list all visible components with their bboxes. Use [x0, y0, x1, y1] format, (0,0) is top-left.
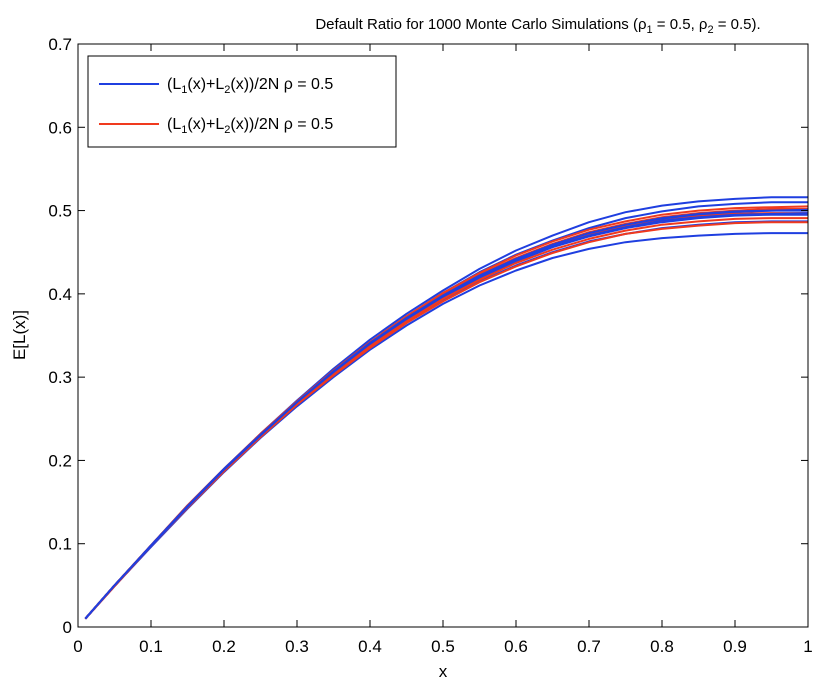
- x-tick-label: 0.5: [431, 637, 455, 656]
- x-tick-label: 0.3: [285, 637, 309, 656]
- x-tick-label: 0.7: [577, 637, 601, 656]
- y-tick-label: 0.4: [48, 285, 72, 304]
- series-line-13: [84, 208, 809, 620]
- ticks-layer: 0 0.1 0.2 0.3 0.4 0.5 0.6 0.7 0.8 0.9 1 0 0.1 0.2 0.3 0…: [48, 35, 812, 656]
- x-tick-label: 0.1: [139, 637, 163, 656]
- x-tick-label: 1: [803, 637, 812, 656]
- y-tick-label: 0.3: [48, 368, 72, 387]
- series-line-8: [84, 221, 808, 620]
- y-axis-label: E[L(x)]: [10, 310, 29, 360]
- legend-label-2: (L1(x)+L2(x))/2N ρ = 0.5: [167, 116, 333, 136]
- series-line-4: [84, 201, 808, 620]
- series-line-3: [84, 209, 808, 620]
- series-line-12: [84, 212, 809, 620]
- y-tick-label: 0.7: [48, 35, 72, 54]
- series-line-5: [84, 220, 808, 620]
- series-line-1: [84, 196, 808, 620]
- x-axis-label: x: [439, 662, 448, 681]
- y-tick-label: 0.2: [48, 451, 72, 470]
- x-tick-label: 0.8: [650, 637, 674, 656]
- x-tick-label: 0.9: [723, 637, 747, 656]
- y-tick-label: 0.1: [48, 535, 72, 554]
- series-line-6: [84, 213, 808, 620]
- series-line-10: [84, 205, 809, 620]
- y-tick-label: 0.6: [48, 118, 72, 137]
- series-layer: [84, 196, 809, 620]
- y-tick-label: 0: [63, 618, 72, 637]
- x-tick-label: 0.2: [212, 637, 236, 656]
- x-tick-label: 0.6: [504, 637, 528, 656]
- legend-label-1: (L1(x)+L2(x))/2N ρ = 0.5: [167, 76, 333, 96]
- chart-title-text: Default Ratio for 1000 Monte Carlo Simul…: [315, 16, 760, 36]
- x-tick-label: 0.4: [358, 637, 382, 656]
- chart-title: Default Ratio for 1000 Monte Carlo Simul…: [315, 16, 760, 36]
- y-tick-label: 0.5: [48, 202, 72, 221]
- series-line-7: [84, 207, 808, 620]
- legend-box: [87, 55, 397, 148]
- series-line-11: [84, 217, 808, 620]
- legend: (L1(x)+L2(x))/2N ρ = 0.5 (L1(x)+L2(x))/2…: [87, 55, 397, 148]
- series-line-9: [84, 212, 808, 620]
- x-tick-label: 0: [73, 637, 82, 656]
